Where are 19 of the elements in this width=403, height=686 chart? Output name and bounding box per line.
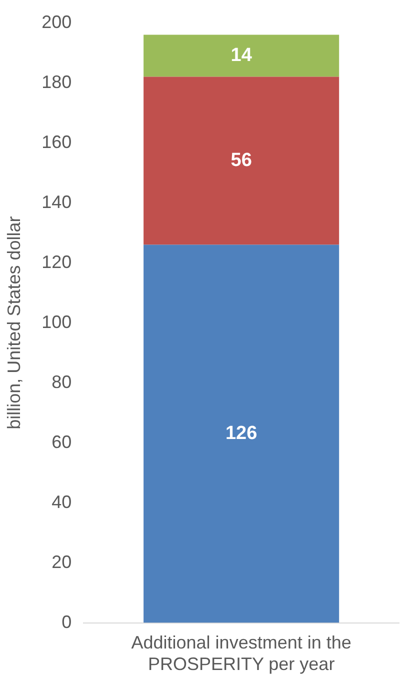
data-label: 14 xyxy=(230,45,252,66)
bar xyxy=(144,34,340,77)
y-tick-label: 40 xyxy=(52,492,72,512)
y-tick-label: 80 xyxy=(52,372,72,392)
data-label: 126 xyxy=(225,423,258,444)
y-tick-label: 60 xyxy=(52,432,72,452)
bar xyxy=(144,244,340,623)
y-axis-title: billion, United States dollar xyxy=(4,216,24,430)
y-tick-label: 200 xyxy=(42,12,72,32)
y-tick-label: 180 xyxy=(42,72,72,92)
y-tick-label: 100 xyxy=(42,312,72,332)
data-label: 56 xyxy=(230,150,252,172)
y-tick-label: 140 xyxy=(42,192,72,212)
bar xyxy=(144,76,340,245)
y-tick-label: 120 xyxy=(42,252,72,272)
x-tick-label: Additional investment in the PROSPERITY per year xyxy=(131,632,352,674)
y-tick-label: 20 xyxy=(52,552,72,572)
y-tick-label: 160 xyxy=(42,132,72,152)
y-tick-label: 0 xyxy=(62,612,72,632)
